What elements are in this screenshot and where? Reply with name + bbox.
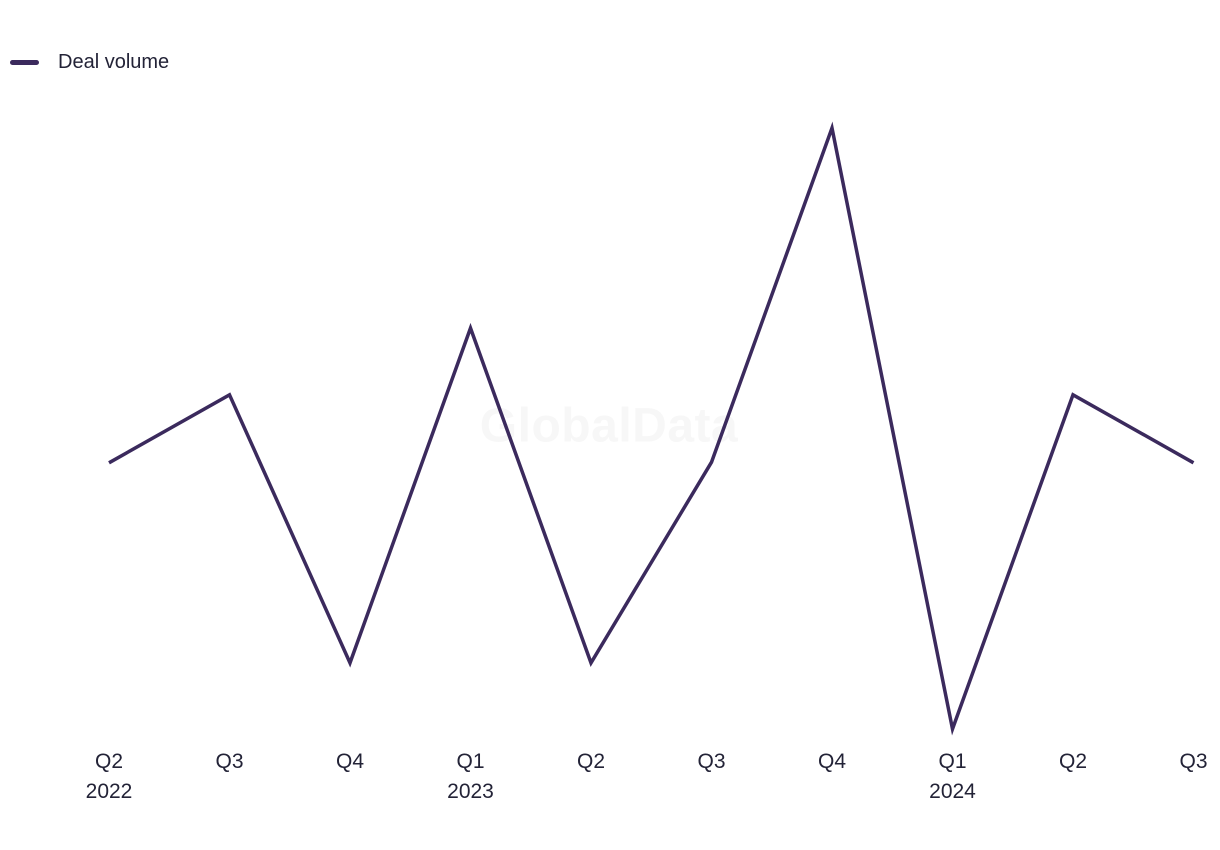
- x-axis-label-quarter: Q1: [938, 750, 967, 773]
- x-axis-label: Q3: [697, 747, 725, 777]
- x-axis-label-quarter: Q3: [215, 750, 244, 773]
- x-axis-label-quarter: Q2: [1058, 750, 1088, 773]
- x-axis-label: Q2: [577, 747, 605, 777]
- x-axis-label-year: 2023: [447, 780, 494, 803]
- x-axis-label-quarter: Q4: [817, 750, 847, 773]
- x-axis-label: Q2 2022: [86, 747, 133, 807]
- x-axis-label-quarter: Q3: [697, 750, 726, 773]
- x-axis-label: Q1 2023: [447, 747, 494, 807]
- x-axis-label-year: 2024: [929, 780, 976, 803]
- x-axis-label: Q3: [1179, 747, 1207, 777]
- x-axis-label-quarter: Q4: [335, 750, 365, 773]
- x-axis-label-quarter: Q2: [576, 750, 606, 773]
- x-axis-label-quarter: Q1: [456, 750, 485, 773]
- x-axis-label: Q4: [336, 747, 364, 777]
- legend-label: Deal volume: [58, 51, 170, 73]
- x-axis-label: Q2: [1059, 747, 1087, 777]
- deal-volume-line: [108, 121, 1195, 736]
- x-axis-label-quarter: Q2: [94, 750, 123, 773]
- legend-item-deal-volume[interactable]: Deal volume: [10, 48, 169, 76]
- x-axis-label: Q4: [818, 747, 846, 777]
- x-axis-label-year: 2022: [85, 780, 133, 803]
- x-axis-label: Q1 2024: [929, 747, 976, 807]
- x-axis-label-quarter: Q3: [1179, 750, 1208, 773]
- legend-line-swatch-icon: [10, 59, 39, 65]
- x-axis-label: Q3: [215, 747, 243, 777]
